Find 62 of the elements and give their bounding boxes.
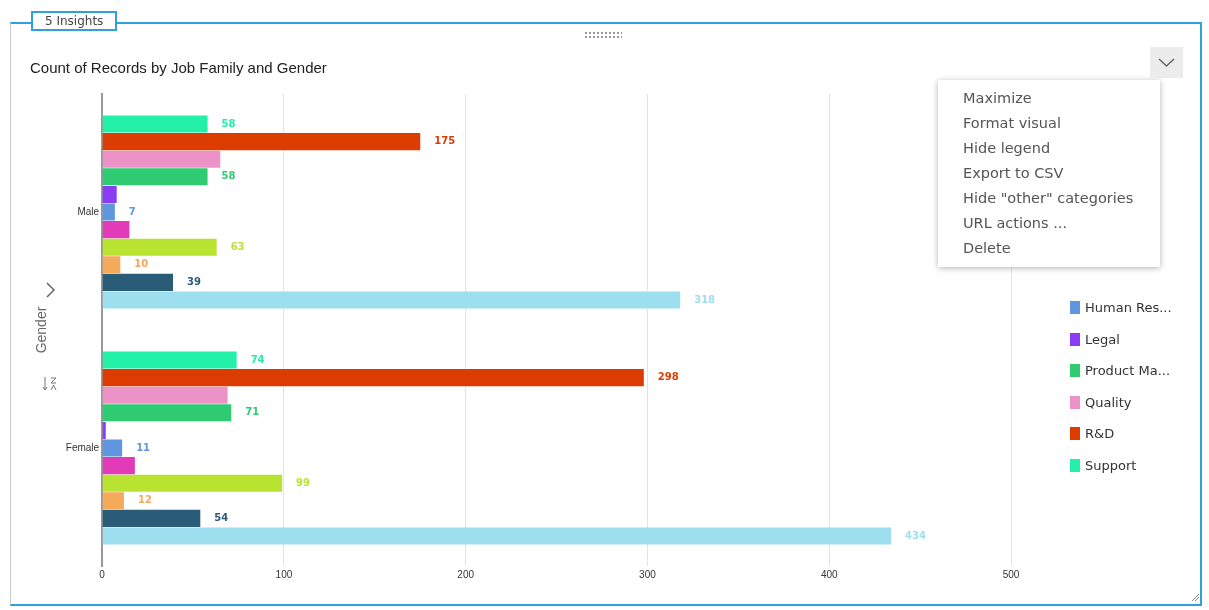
x-tick-label: 100 [275, 568, 293, 580]
x-tick-label: 0 [99, 568, 106, 580]
x-tick-label: 200 [457, 568, 475, 580]
bar [102, 457, 135, 475]
x-tick-label: 300 [639, 568, 657, 580]
data-label: 63 [230, 240, 245, 252]
y-tick-label: Male [77, 205, 100, 217]
bar [102, 291, 681, 309]
bar [102, 256, 121, 274]
bar [102, 203, 115, 221]
legend-label: R&D [1085, 426, 1115, 442]
data-label: 99 [296, 476, 311, 488]
data-label: 175 [434, 135, 456, 147]
bar [102, 150, 221, 168]
annotation: Format visual [962, 114, 1062, 133]
text: 5 Insights [31, 11, 118, 31]
annotation: Export to CSV [962, 164, 1065, 183]
legend-label: Quality [1085, 394, 1132, 410]
data-label: 39 [187, 275, 201, 287]
annotation: Delete [962, 239, 1012, 258]
data-label: 58 [221, 117, 236, 129]
data-label: 58 [221, 170, 236, 182]
annotation: Hide legend [962, 139, 1052, 158]
data-label: 318 [694, 293, 716, 305]
annotation: Hide "other" categories [962, 189, 1135, 208]
bar [102, 185, 117, 203]
bar [102, 527, 892, 545]
data-label: 74 [250, 353, 265, 365]
data-label: 298 [657, 371, 679, 383]
bar [102, 404, 232, 422]
chart-title: Count of Records by Job Family and Gender [30, 59, 327, 77]
annotation: URL actions ... [962, 214, 1068, 233]
bar [102, 509, 201, 527]
legend-label: Human Res... [1085, 300, 1172, 316]
bar [102, 492, 124, 510]
bar [102, 115, 208, 133]
data-label: 11 [136, 441, 151, 453]
data-label: 7 [128, 205, 136, 217]
bar [102, 386, 228, 404]
data-label: 71 [245, 406, 260, 418]
y-axis-title: Gender [33, 306, 50, 354]
data-label: 12 [137, 494, 152, 506]
bar [102, 168, 208, 186]
x-tick-label: 500 [1002, 568, 1020, 580]
legend-label: Product Ma... [1085, 363, 1171, 379]
bar [102, 439, 123, 457]
bar [102, 421, 106, 439]
y-tick-label: Female [65, 441, 100, 453]
bar [102, 221, 130, 239]
bar [102, 133, 421, 151]
bar [102, 351, 237, 369]
x-tick-label: 400 [820, 568, 839, 580]
bar [102, 474, 283, 492]
bar [102, 238, 217, 256]
bar [102, 273, 174, 291]
data-label: 10 [134, 258, 149, 270]
data-label: 434 [905, 529, 926, 541]
bar [102, 369, 644, 387]
annotation: Maximize [962, 89, 1033, 108]
legend-label: Legal [1085, 331, 1120, 347]
data-label: 54 [214, 511, 229, 523]
legend-label: Support [1085, 457, 1137, 473]
